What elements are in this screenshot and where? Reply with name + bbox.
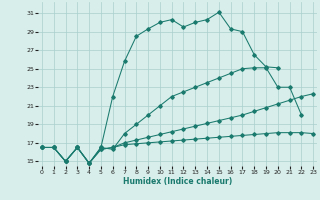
X-axis label: Humidex (Indice chaleur): Humidex (Indice chaleur)	[123, 177, 232, 186]
